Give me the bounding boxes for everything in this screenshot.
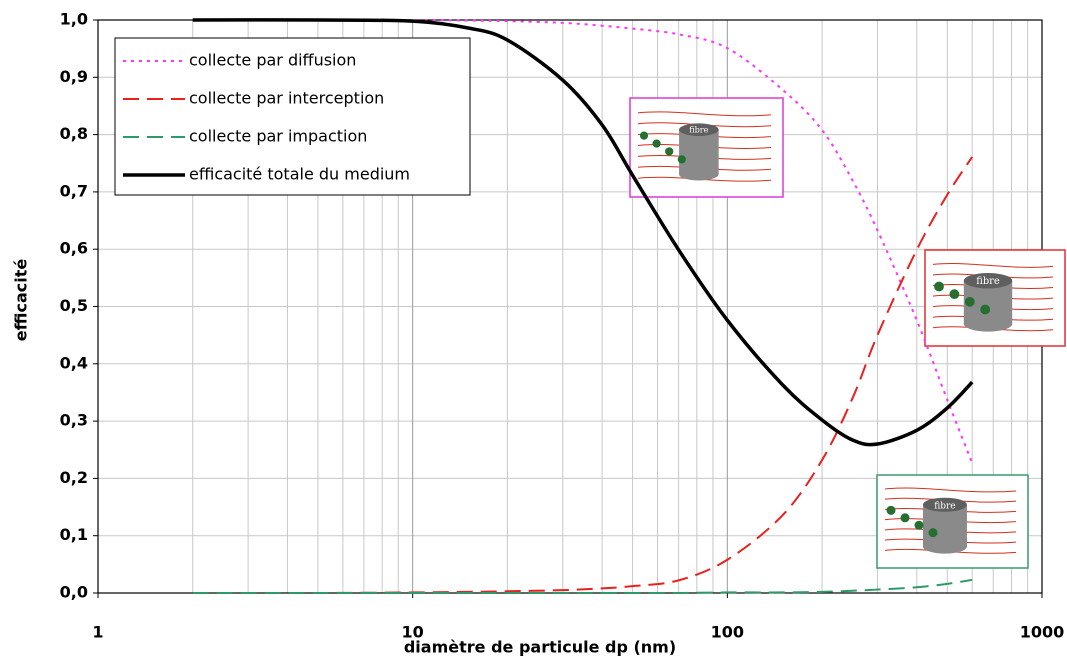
particle [950, 290, 959, 299]
y-tick-label: 0,1 [60, 525, 88, 544]
legend-label: efficacité totale du medium [189, 165, 410, 184]
particle [965, 297, 974, 306]
fibre-label: fibre [689, 125, 708, 135]
particle [653, 140, 660, 147]
inset: fibre [877, 475, 1028, 568]
x-tick-label: 1000 [1020, 623, 1065, 642]
particle [929, 529, 937, 537]
y-tick-label: 0,4 [60, 353, 88, 372]
particle [901, 514, 909, 522]
particle [915, 521, 923, 529]
particle [678, 156, 685, 163]
x-tick-label: 10 [402, 623, 424, 642]
chart: diamètre de particule dp (nm) efficacité… [0, 0, 1067, 664]
inset: fibre [925, 250, 1065, 346]
particle [666, 148, 673, 155]
y-tick-label: 0,9 [60, 67, 88, 86]
fibre-bottom [923, 540, 967, 554]
x-tick-label: 100 [711, 623, 744, 642]
fibre-bottom [964, 316, 1012, 331]
y-tick-label: 0,6 [60, 239, 88, 258]
particle [640, 132, 647, 139]
fibre-label: fibre [934, 501, 955, 511]
inset: fibre [630, 98, 783, 197]
y-tick-label: 0,2 [60, 468, 88, 487]
y-tick-label: 0,3 [60, 411, 88, 430]
x-axis-label: diamètre de particule dp (nm) [404, 638, 676, 657]
y-tick-label: 0,8 [60, 124, 88, 143]
legend-label: collecte par diffusion [189, 51, 356, 70]
fibre-label: fibre [976, 276, 1000, 287]
x-tick-label: 1 [92, 623, 103, 642]
legend-label: collecte par interception [189, 89, 384, 108]
particle [935, 282, 944, 291]
particle [887, 506, 895, 514]
y-tick-label: 0,0 [60, 583, 88, 602]
y-tick-label: 0,5 [60, 296, 88, 315]
fibre-bottom [679, 168, 719, 181]
y-tick-label: 1,0 [60, 10, 88, 29]
fibre-body [679, 130, 719, 175]
y-axis-label: efficacité [12, 259, 31, 342]
y-tick-label: 0,7 [60, 181, 88, 200]
particle [981, 305, 990, 314]
legend-label: collecte par impaction [189, 127, 367, 146]
